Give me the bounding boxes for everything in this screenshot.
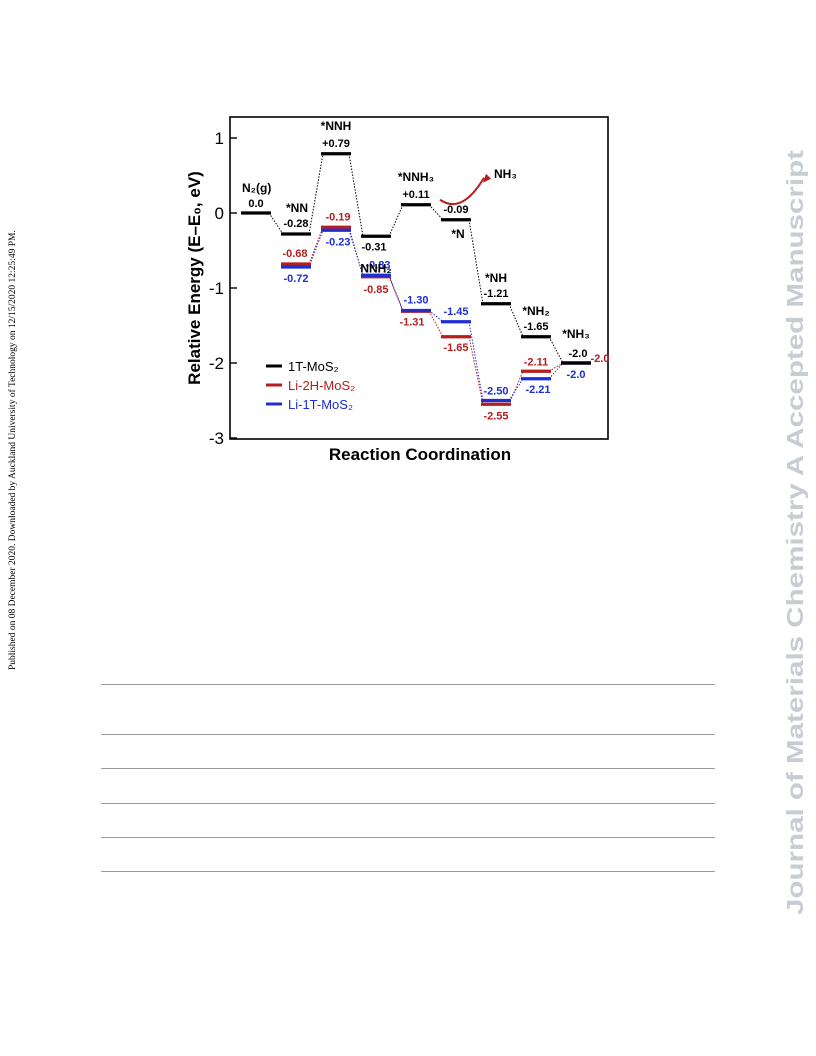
x-axis-label: Reaction Coordination (329, 445, 511, 464)
annotation-nnh3: *NNH₃ (398, 170, 434, 184)
value-label: +0.79 (322, 138, 350, 150)
connector-line (348, 153, 364, 237)
divider-line (101, 734, 715, 735)
legend-entry: Li-1T-MoS₂ (288, 397, 353, 412)
legend-entry: Li-2H-MoS₂ (288, 378, 355, 393)
value-label: -0.28 (283, 218, 308, 230)
side-note-text: Published on 08 December 2020. Downloade… (7, 230, 18, 670)
divider-line (101, 837, 715, 838)
connector-line (548, 362, 564, 372)
connector-line (388, 204, 404, 237)
nh3-release-arrow (439, 177, 485, 205)
annotation-nh: *NH (485, 271, 507, 285)
side-note: Published on 08 December 2020. Downloade… (4, 150, 20, 670)
watermark-text: Journal of Materials Chemistry A Accepte… (782, 150, 808, 915)
value-label: -1.65 (443, 342, 468, 354)
connector-line (308, 227, 324, 265)
y-tick-label: -3 (209, 429, 224, 448)
annotation-nh2: *NH₂ (522, 304, 549, 318)
connector-line (268, 212, 284, 235)
annotation-nh3: NH₃ (494, 167, 517, 181)
value-label: -2.0 (591, 353, 610, 365)
value-label: -1.30 (403, 295, 428, 307)
value-label: -2.21 (525, 384, 550, 396)
connector-line (468, 321, 484, 401)
divider-line (101, 768, 715, 769)
value-label: -0.31 (361, 241, 386, 253)
divider-line (101, 803, 715, 804)
connector-line (508, 303, 524, 337)
value-label: 0.0 (248, 198, 263, 210)
y-tick-label: 0 (215, 204, 224, 223)
value-label: -0.72 (283, 273, 308, 285)
value-label: -0.68 (282, 248, 307, 260)
divider-line (101, 684, 715, 685)
journal-watermark: Journal of Materials Chemistry A Accepte… (765, 140, 815, 920)
connector-line (308, 153, 324, 235)
connector-line (388, 275, 404, 311)
value-label: -0.09 (443, 204, 468, 216)
connector-line (308, 230, 324, 268)
connector-line (428, 311, 444, 337)
y-tick-label: 1 (215, 129, 224, 148)
connector-line (508, 378, 524, 401)
connector-line (548, 362, 564, 380)
value-label: -2.50 (483, 386, 508, 398)
value-label: -2.0 (569, 348, 588, 360)
value-label: -2.55 (483, 410, 508, 422)
divider-line (101, 871, 715, 872)
plot-frame (229, 116, 609, 440)
annotation-nnh2: NNH₂ (360, 261, 391, 275)
value-label: -0.83 (365, 259, 390, 271)
connector-line (428, 204, 444, 221)
arrow-head-icon (483, 173, 491, 183)
value-label: -0.85 (363, 284, 388, 296)
y-axis-label: Relative Energy (E–E₀, eV) (185, 171, 204, 385)
energy-diagram-svg: 1 0 -1 -2 -3 Reaction Coordination Relative En… (185, 116, 610, 464)
annotation-n: *N (451, 227, 464, 241)
value-label: -0.23 (325, 236, 350, 248)
y-tick-label: -2 (209, 354, 224, 373)
connector-line (468, 219, 484, 304)
connector-line (508, 371, 524, 405)
connector-line (348, 230, 364, 276)
value-label: -1.21 (483, 288, 508, 300)
value-label: -2.0 (567, 369, 586, 381)
value-label: -2.11 (524, 356, 548, 368)
connector-line (428, 310, 444, 323)
y-tick-label: -1 (209, 279, 224, 298)
connector-line (388, 276, 404, 312)
value-label: -1.45 (443, 306, 468, 318)
annotation-nh3star: *NH₃ (562, 327, 590, 341)
value-label: +0.11 (402, 189, 429, 201)
connector-line (468, 336, 484, 405)
connector-line (548, 336, 564, 364)
annotation-nnh: *NNH (321, 119, 352, 133)
value-label: -0.19 (325, 211, 350, 223)
legend-entry: 1T-MoS₂ (288, 359, 339, 374)
value-label: -1.31 (399, 316, 424, 328)
energy-diagram: 1 0 -1 -2 -3 Reaction Coordination Relative En… (170, 112, 620, 472)
value-label: -1.65 (523, 321, 548, 333)
annotation-nn: *NN (286, 201, 308, 215)
annotation-n2g: N₂(g) (242, 181, 271, 195)
